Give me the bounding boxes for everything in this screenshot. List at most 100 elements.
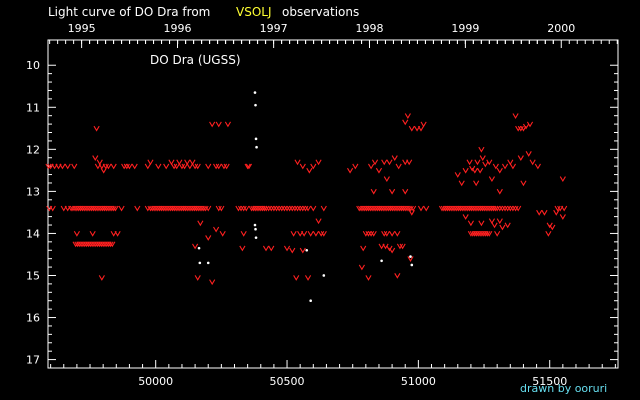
fainter-than-mark — [262, 245, 270, 252]
fainter-than-mark — [304, 275, 312, 281]
fainter-than-mark — [215, 121, 222, 128]
fainter-than-mark — [512, 113, 519, 119]
fainter-than-mark — [473, 180, 480, 187]
fainter-than-mark — [520, 180, 527, 187]
fainter-than-mark — [368, 163, 375, 170]
fainter-than-mark — [386, 245, 393, 252]
fainter-than-mark — [553, 209, 560, 216]
fainter-than-mark — [408, 209, 415, 216]
fainter-than-mark — [293, 275, 300, 281]
fainter-than-mark — [370, 188, 377, 195]
fainter-than-mark — [220, 163, 228, 170]
fainter-than-mark — [375, 167, 383, 174]
observation-point — [197, 246, 201, 250]
fainter-than-mark — [118, 205, 125, 212]
fainter-than-mark — [488, 176, 495, 183]
fainter-than-mark — [45, 163, 52, 170]
observation-point — [253, 91, 257, 94]
fainter-than-mark — [114, 230, 121, 237]
fainter-than-mark — [310, 163, 317, 170]
fainter-than-mark — [294, 205, 301, 212]
fainter-than-mark — [107, 241, 114, 248]
fainter-than-mark — [268, 245, 275, 252]
fainter-than-mark — [126, 163, 133, 170]
fainter-than-mark — [197, 220, 204, 227]
year-label: 1999 — [451, 22, 479, 35]
fainter-than-mark — [501, 163, 509, 170]
fainter-than-mark — [382, 243, 389, 250]
fainter-than-mark — [471, 167, 478, 174]
fainter-than-mark — [92, 155, 99, 162]
fainter-than-mark — [370, 230, 377, 237]
fainter-than-mark — [200, 205, 207, 212]
fainter-than-mark — [320, 205, 327, 212]
fainter-than-mark — [302, 205, 309, 212]
fainter-than-mark — [559, 214, 566, 220]
y-tick-label: 12 — [26, 143, 40, 156]
fainter-than-mark — [407, 205, 414, 212]
observation-point — [322, 274, 326, 277]
observation-point — [255, 145, 258, 149]
fainter-than-mark — [215, 205, 222, 212]
fainter-than-mark — [289, 247, 296, 254]
fainter-than-mark — [381, 159, 388, 166]
fainter-than-mark — [482, 161, 489, 168]
fainter-than-mark — [407, 256, 414, 262]
fainter-than-mark — [371, 159, 379, 166]
axis-ticks — [48, 40, 618, 368]
fainter-than-mark — [525, 151, 532, 157]
fainter-than-mark — [144, 205, 151, 212]
fainter-than-mark — [291, 205, 298, 212]
fainter-than-mark — [549, 224, 556, 231]
fainter-than-mark — [178, 163, 186, 170]
fainter-than-mark — [202, 205, 209, 212]
y-tick-label: 11 — [26, 101, 40, 114]
fainter-than-mark — [517, 155, 524, 162]
fainter-than-mark — [504, 205, 511, 212]
fainter-than-mark — [110, 163, 117, 170]
year-label: 1998 — [356, 22, 384, 35]
data-points — [45, 91, 568, 303]
fainter-than-mark — [263, 205, 270, 212]
fainter-than-mark — [402, 188, 409, 195]
observation-point — [309, 299, 312, 303]
fainter-than-mark — [496, 188, 503, 195]
fainter-than-mark — [320, 230, 327, 237]
fainter-than-mark — [512, 205, 519, 212]
fainter-than-mark — [283, 205, 291, 212]
x-tick-label: 51500 — [532, 375, 567, 388]
fainter-than-mark — [561, 205, 568, 212]
fainter-than-mark — [110, 205, 117, 212]
fainter-than-mark — [545, 230, 552, 237]
fainter-than-mark — [240, 205, 247, 212]
fainter-than-mark — [237, 205, 245, 212]
fainter-than-mark — [391, 155, 398, 162]
fainter-than-mark — [417, 125, 425, 132]
year-label: 2000 — [547, 22, 575, 35]
fainter-than-mark — [536, 209, 543, 216]
fainter-than-mark — [171, 163, 178, 170]
fainter-than-mark — [462, 214, 469, 220]
fainter-than-mark — [131, 163, 138, 170]
fainter-than-mark — [360, 245, 367, 252]
fainter-than-mark — [299, 163, 306, 170]
fainter-than-mark — [408, 125, 415, 132]
fainter-than-mark — [526, 121, 534, 128]
year-label: 1996 — [163, 22, 191, 35]
title-part1: Light curve of DO Dra from — [48, 5, 210, 19]
fainter-than-mark — [492, 163, 499, 170]
fainter-than-mark — [515, 205, 522, 212]
fainter-than-mark — [289, 205, 296, 212]
title-part3: observations — [282, 5, 359, 19]
fainter-than-mark — [310, 205, 317, 212]
fainter-than-mark — [358, 264, 365, 271]
fainter-than-mark — [59, 163, 66, 170]
fainter-than-mark — [192, 163, 199, 170]
y-tick-label: 15 — [26, 269, 40, 282]
fainter-than-mark — [98, 275, 105, 281]
fainter-than-mark — [420, 121, 427, 128]
fainter-than-mark — [504, 222, 511, 229]
fainter-than-mark — [318, 230, 325, 237]
fainter-than-mark — [559, 176, 566, 183]
fainter-than-mark — [102, 163, 109, 170]
